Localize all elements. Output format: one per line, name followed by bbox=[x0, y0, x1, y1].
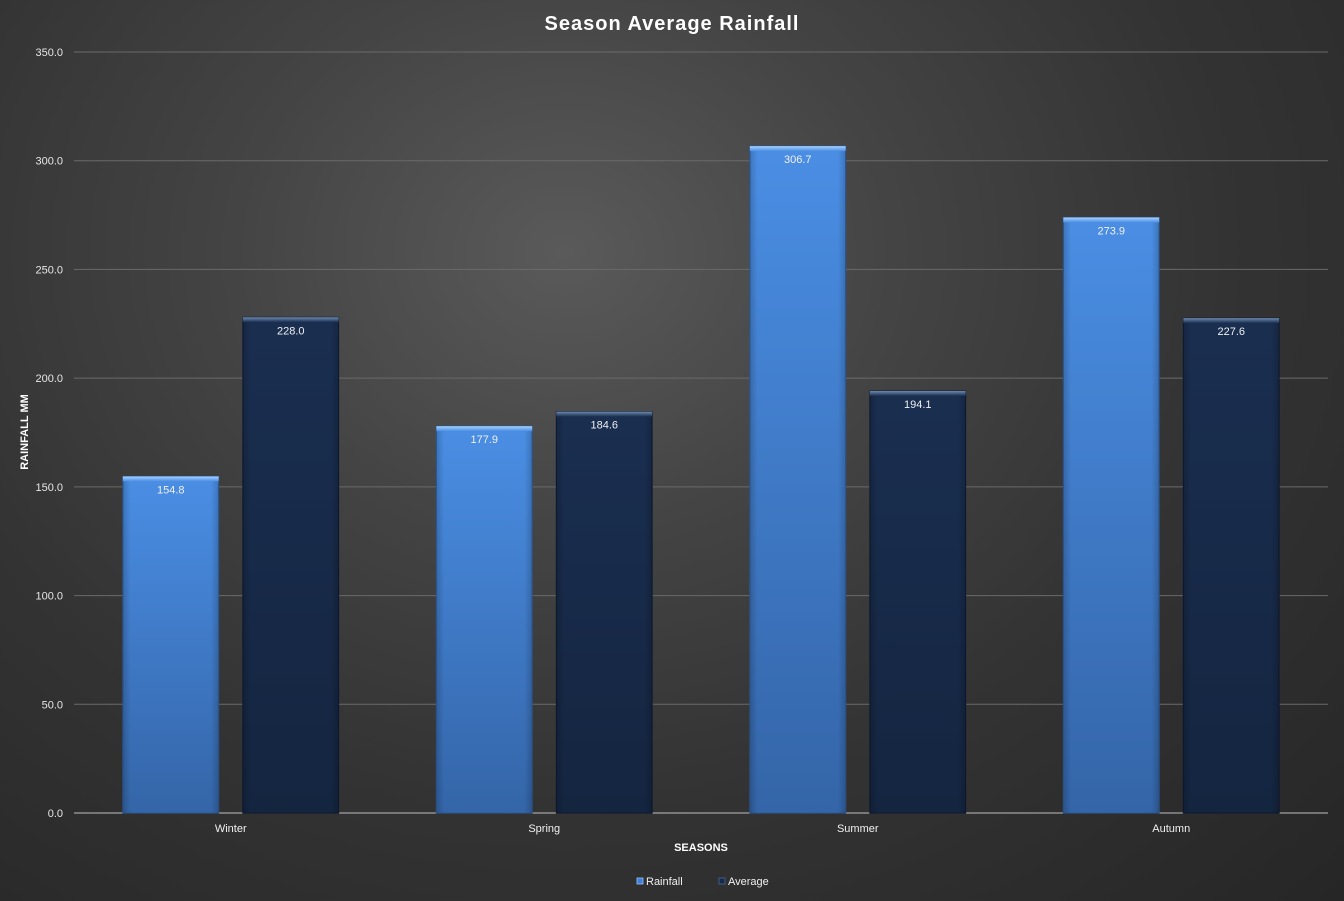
x-tick-label: Winter bbox=[215, 823, 247, 835]
bar-rainfall-spring bbox=[435, 425, 533, 814]
data-label: 306.7 bbox=[784, 154, 812, 166]
bar-cap bbox=[436, 426, 533, 432]
bar-cap bbox=[1183, 318, 1280, 324]
bar-shading bbox=[122, 476, 219, 813]
x-tick-label: Summer bbox=[837, 823, 879, 835]
bar-cap bbox=[749, 146, 846, 152]
data-label: 154.8 bbox=[157, 484, 185, 496]
y-tick-label: 100.0 bbox=[35, 591, 63, 603]
chart-title: Season Average Rainfall bbox=[545, 13, 800, 35]
legend-swatch-rainfall bbox=[636, 877, 644, 885]
bar-cap bbox=[869, 390, 966, 396]
bar-average-winter bbox=[242, 316, 340, 814]
bar-shading bbox=[556, 411, 653, 813]
y-axis: 0.0 50.0 100.0 150.0 200.0 250.0 300.0 350.0 bbox=[35, 47, 63, 820]
bar-cap bbox=[1063, 217, 1160, 223]
x-axis: Winter Spring Summer Autumn bbox=[215, 823, 1190, 835]
bar-shading bbox=[242, 317, 339, 813]
y-tick-label: 50.0 bbox=[42, 699, 63, 711]
bar-shading bbox=[1063, 217, 1160, 814]
bar-rainfall-summer bbox=[749, 145, 847, 814]
legend-label-average: Average bbox=[728, 876, 769, 888]
data-label: 177.9 bbox=[470, 434, 498, 446]
bars: 154.8 228.0 177.9 184.6 306.7 194.1 273.9 227.6 bbox=[122, 145, 1280, 814]
y-tick-label: 150.0 bbox=[35, 482, 63, 494]
bar-cap bbox=[556, 411, 653, 417]
data-label: 227.6 bbox=[1217, 326, 1245, 338]
bar-rainfall-winter bbox=[122, 475, 220, 814]
bar-shading bbox=[749, 146, 846, 813]
bar-average-autumn bbox=[1182, 317, 1280, 814]
data-label: 228.0 bbox=[277, 325, 305, 337]
x-axis-title: SEASONS bbox=[674, 842, 728, 854]
y-tick-label: 250.0 bbox=[35, 264, 63, 276]
x-tick-label: Spring bbox=[528, 823, 560, 835]
bar-cap bbox=[242, 317, 339, 323]
bar-average-summer bbox=[869, 390, 967, 814]
y-tick-label: 350.0 bbox=[35, 47, 63, 59]
bar-rainfall-autumn bbox=[1062, 216, 1160, 814]
y-tick-label: 300.0 bbox=[35, 156, 63, 168]
y-tick-label: 200.0 bbox=[35, 373, 63, 385]
y-tick-label: 0.0 bbox=[48, 808, 63, 820]
legend-label-rainfall: Rainfall bbox=[646, 876, 683, 888]
legend-swatch-average bbox=[718, 877, 726, 885]
data-label: 194.1 bbox=[904, 399, 932, 411]
legend: Rainfall Average bbox=[636, 876, 769, 888]
y-axis-title: RAINFALL MM bbox=[19, 394, 31, 470]
x-tick-label: Autumn bbox=[1152, 823, 1190, 835]
bar-average-spring bbox=[555, 411, 653, 814]
bar-shading bbox=[869, 390, 966, 813]
data-label: 184.6 bbox=[590, 420, 618, 432]
data-label: 273.9 bbox=[1097, 225, 1125, 237]
bar-cap bbox=[122, 476, 219, 482]
bar-shading bbox=[436, 426, 533, 813]
bar-shading bbox=[1183, 318, 1280, 813]
